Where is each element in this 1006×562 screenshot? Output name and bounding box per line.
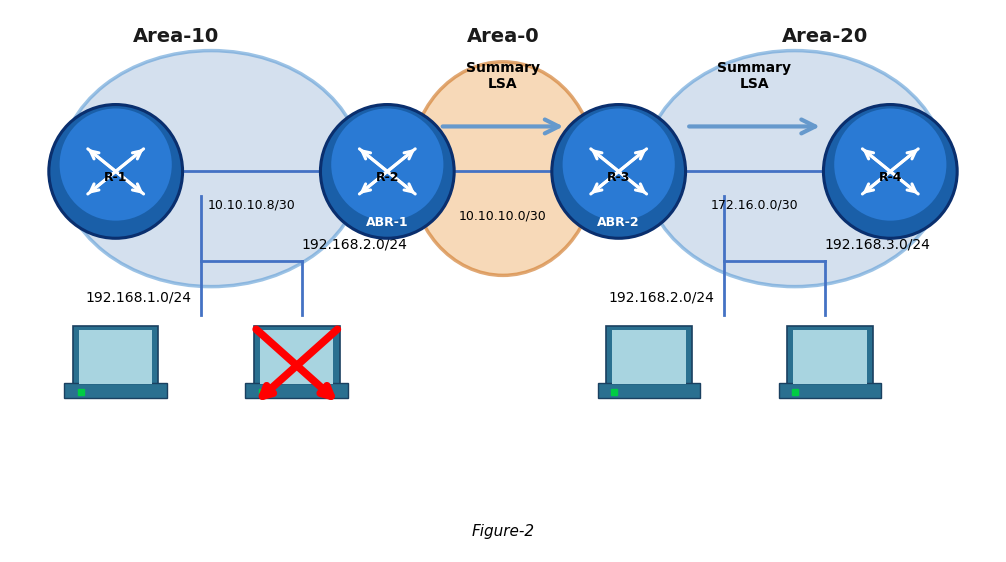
Ellipse shape — [47, 103, 184, 240]
Text: R-4: R-4 — [878, 171, 902, 184]
Text: 192.168.2.0/24: 192.168.2.0/24 — [302, 238, 407, 251]
Text: Figure-2: Figure-2 — [472, 524, 534, 538]
FancyBboxPatch shape — [254, 326, 340, 388]
Text: ABR-2: ABR-2 — [598, 216, 640, 229]
FancyBboxPatch shape — [793, 329, 866, 384]
Ellipse shape — [49, 105, 182, 238]
Text: 172.16.0.0/30: 172.16.0.0/30 — [710, 198, 799, 212]
FancyBboxPatch shape — [245, 383, 348, 398]
Ellipse shape — [552, 105, 685, 238]
Text: 192.168.2.0/24: 192.168.2.0/24 — [609, 291, 714, 305]
Ellipse shape — [59, 108, 172, 221]
FancyBboxPatch shape — [79, 329, 153, 384]
Ellipse shape — [319, 103, 456, 240]
Text: 10.10.10.0/30: 10.10.10.0/30 — [459, 210, 547, 223]
FancyBboxPatch shape — [606, 326, 691, 388]
Text: Area-20: Area-20 — [782, 27, 868, 46]
FancyBboxPatch shape — [779, 383, 881, 398]
Text: Summary
LSA: Summary LSA — [466, 61, 540, 91]
FancyBboxPatch shape — [787, 326, 872, 388]
Text: ABR-1: ABR-1 — [366, 216, 408, 229]
Ellipse shape — [562, 108, 675, 221]
FancyBboxPatch shape — [260, 329, 334, 384]
Text: 10.10.10.8/30: 10.10.10.8/30 — [207, 198, 296, 212]
Ellipse shape — [331, 108, 444, 221]
FancyBboxPatch shape — [72, 326, 159, 388]
Ellipse shape — [409, 62, 596, 275]
Ellipse shape — [60, 51, 362, 287]
Text: 192.168.3.0/24: 192.168.3.0/24 — [825, 238, 931, 251]
FancyBboxPatch shape — [64, 383, 167, 398]
Ellipse shape — [550, 103, 687, 240]
Ellipse shape — [644, 51, 946, 287]
Ellipse shape — [834, 108, 947, 221]
Text: R-1: R-1 — [104, 171, 128, 184]
Text: R-2: R-2 — [375, 171, 399, 184]
Ellipse shape — [321, 105, 454, 238]
Text: Area-0: Area-0 — [467, 27, 539, 46]
Ellipse shape — [822, 103, 959, 240]
Text: Summary
LSA: Summary LSA — [717, 61, 792, 91]
Ellipse shape — [824, 105, 957, 238]
Text: R-3: R-3 — [607, 171, 631, 184]
FancyBboxPatch shape — [612, 329, 685, 384]
FancyBboxPatch shape — [598, 383, 700, 398]
Text: 192.168.1.0/24: 192.168.1.0/24 — [86, 291, 191, 305]
Text: Area-10: Area-10 — [133, 27, 219, 46]
